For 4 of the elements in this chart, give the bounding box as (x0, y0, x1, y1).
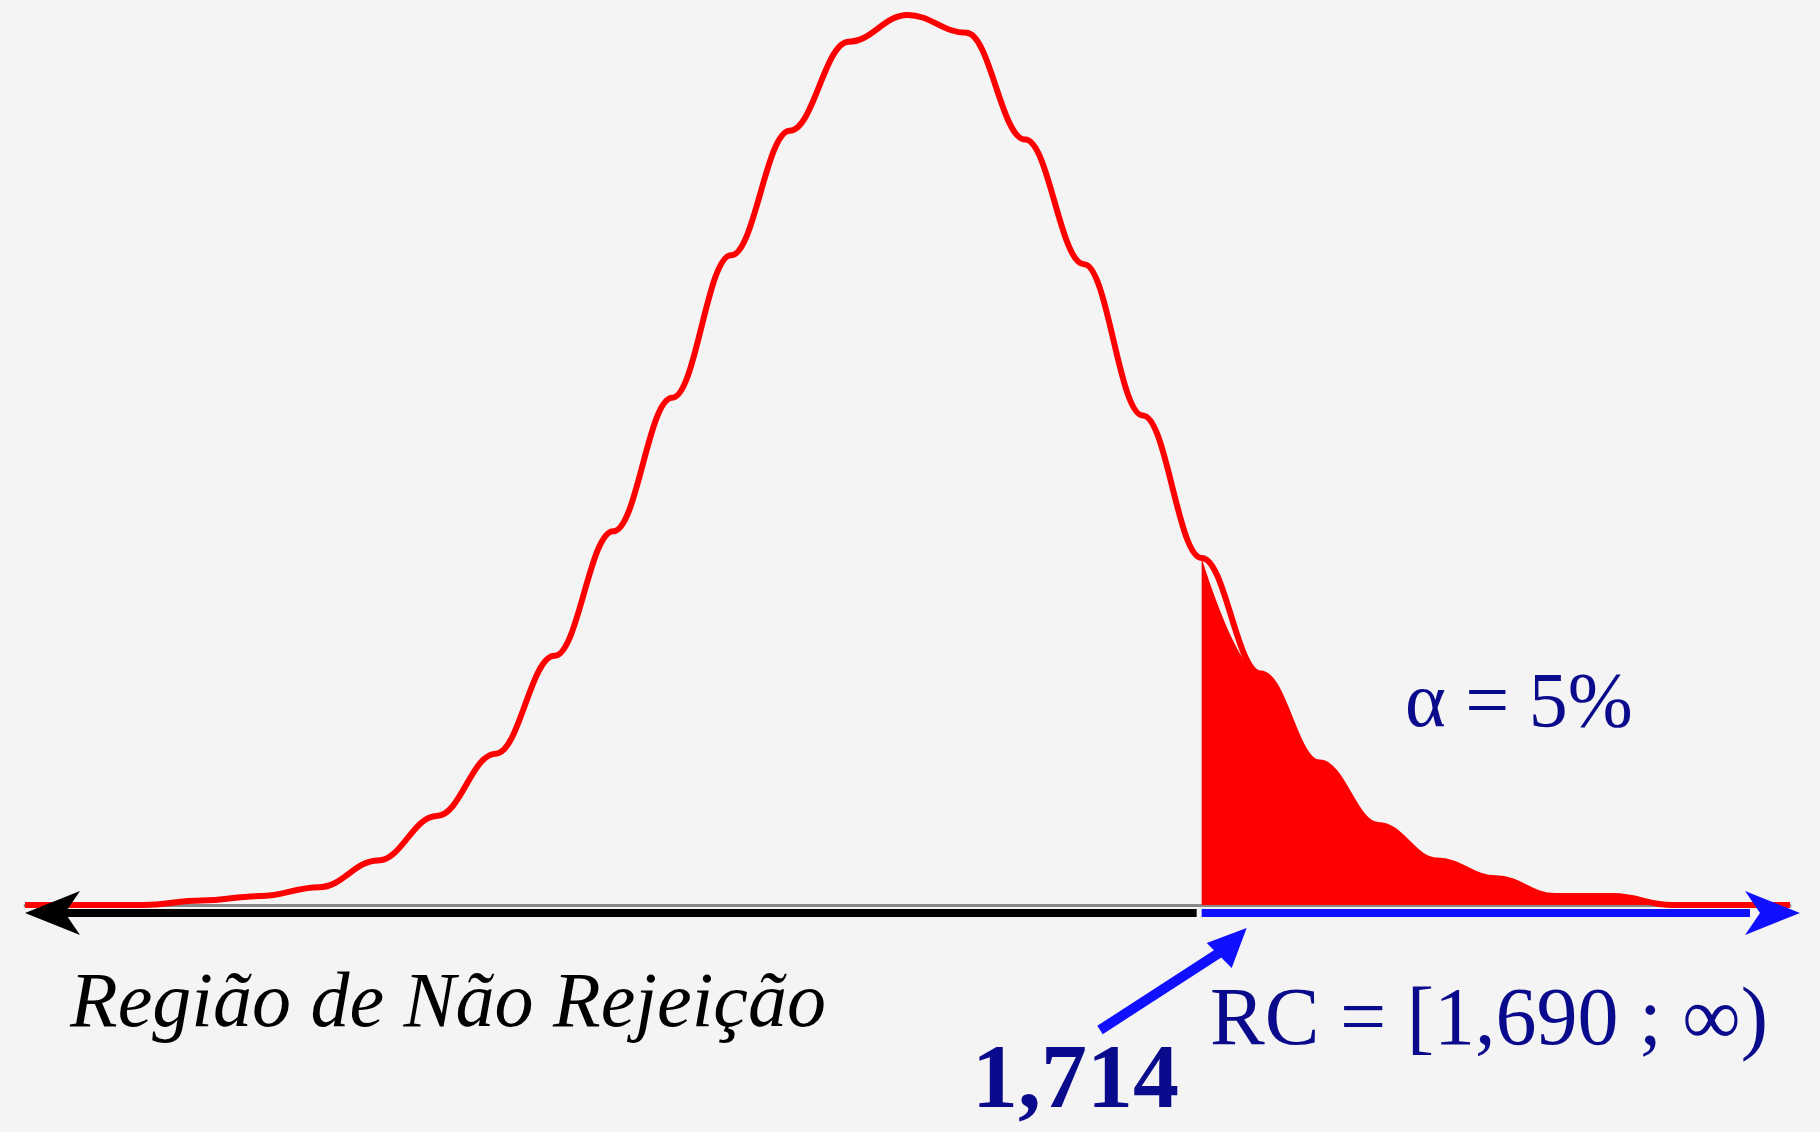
text: 1,714 (972, 1025, 1179, 1127)
text: RC = [1,690 ; ∞) (1210, 970, 1768, 1062)
text: Região de Não Rejeição (69, 955, 826, 1043)
annotation: α = 5% (1405, 655, 1633, 743)
